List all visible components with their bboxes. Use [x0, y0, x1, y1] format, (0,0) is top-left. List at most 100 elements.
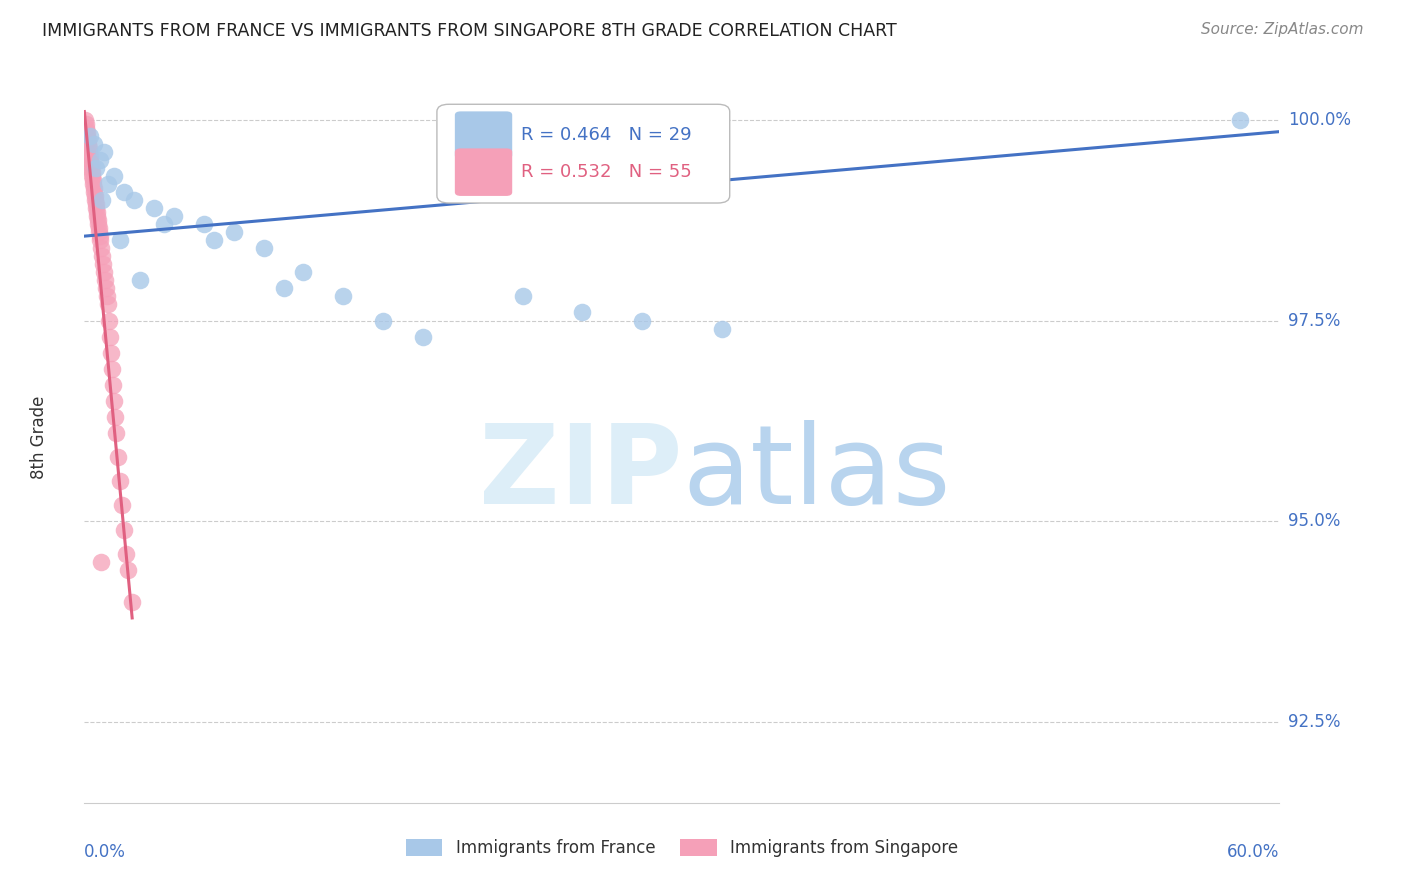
- Point: [103, 169, 125, 183]
- Point: [122, 193, 145, 207]
- Point: [110, 233, 132, 247]
- Point: [89, 233, 111, 247]
- Point: [82, 169, 104, 183]
- Point: [80, 161, 103, 175]
- Point: [87, 221, 110, 235]
- Point: [96, 289, 118, 303]
- Point: [77, 141, 100, 155]
- Point: [82, 177, 104, 191]
- Point: [75, 112, 97, 127]
- Point: [93, 145, 115, 159]
- Point: [98, 329, 121, 343]
- Point: [121, 595, 143, 609]
- Point: [82, 173, 104, 187]
- Point: [83, 136, 105, 151]
- Point: [91, 193, 114, 207]
- Point: [222, 225, 245, 239]
- Point: [86, 209, 108, 223]
- Point: [100, 345, 122, 359]
- Point: [75, 117, 97, 131]
- Text: R = 0.464   N = 29: R = 0.464 N = 29: [520, 126, 692, 145]
- Point: [97, 297, 120, 311]
- Point: [91, 249, 114, 263]
- Point: [253, 241, 276, 255]
- Point: [153, 217, 176, 231]
- Text: 8th Grade: 8th Grade: [30, 395, 48, 479]
- Text: IMMIGRANTS FROM FRANCE VS IMMIGRANTS FROM SINGAPORE 8TH GRADE CORRELATION CHART: IMMIGRANTS FROM FRANCE VS IMMIGRANTS FRO…: [42, 22, 897, 40]
- Point: [86, 205, 108, 219]
- Point: [101, 361, 124, 376]
- Point: [111, 499, 134, 513]
- Point: [91, 257, 114, 271]
- Point: [76, 128, 98, 143]
- Point: [89, 225, 111, 239]
- Point: [80, 157, 103, 171]
- Point: [96, 281, 118, 295]
- Point: [412, 329, 434, 343]
- Text: 0.0%: 0.0%: [84, 843, 127, 861]
- Point: [79, 145, 101, 159]
- Text: R = 0.532   N = 55: R = 0.532 N = 55: [520, 163, 692, 181]
- Point: [89, 153, 111, 167]
- Point: [83, 189, 105, 203]
- Point: [87, 217, 110, 231]
- Text: 95.0%: 95.0%: [1288, 513, 1340, 531]
- Point: [83, 185, 105, 199]
- Point: [87, 213, 110, 227]
- Point: [193, 217, 215, 231]
- Point: [84, 197, 107, 211]
- Point: [79, 153, 101, 167]
- Point: [86, 161, 108, 175]
- Text: 92.5%: 92.5%: [1288, 714, 1340, 731]
- Point: [98, 313, 121, 327]
- Point: [79, 128, 101, 143]
- Point: [631, 313, 654, 327]
- Point: [117, 563, 139, 577]
- Point: [75, 120, 97, 135]
- Point: [89, 229, 111, 244]
- Text: 100.0%: 100.0%: [1288, 111, 1351, 128]
- Point: [76, 125, 98, 139]
- Point: [107, 450, 129, 465]
- Point: [97, 177, 120, 191]
- Point: [94, 273, 117, 287]
- Point: [86, 201, 108, 215]
- Point: [77, 133, 100, 147]
- Point: [115, 547, 138, 561]
- Point: [373, 313, 395, 327]
- Point: [512, 289, 534, 303]
- Point: [80, 165, 103, 179]
- Point: [105, 425, 128, 440]
- Point: [90, 555, 112, 569]
- Point: [83, 181, 105, 195]
- Point: [110, 475, 132, 489]
- Point: [93, 265, 115, 279]
- Point: [710, 321, 733, 335]
- Point: [103, 393, 125, 408]
- Point: [90, 241, 112, 255]
- Point: [129, 273, 152, 287]
- Point: [84, 193, 107, 207]
- Point: [104, 409, 127, 424]
- Point: [202, 233, 225, 247]
- FancyBboxPatch shape: [456, 148, 512, 196]
- FancyBboxPatch shape: [437, 104, 730, 203]
- Point: [77, 136, 100, 151]
- Point: [143, 201, 166, 215]
- Text: 60.0%: 60.0%: [1227, 843, 1279, 861]
- Text: 97.5%: 97.5%: [1288, 311, 1340, 329]
- Legend: Immigrants from France, Immigrants from Singapore: Immigrants from France, Immigrants from …: [399, 832, 965, 864]
- Point: [163, 209, 186, 223]
- Point: [103, 377, 125, 392]
- Point: [292, 265, 315, 279]
- Point: [79, 149, 101, 163]
- FancyBboxPatch shape: [456, 112, 512, 159]
- Point: [332, 289, 354, 303]
- Point: [1229, 112, 1251, 127]
- Point: [571, 305, 593, 319]
- Point: [112, 185, 135, 199]
- Text: atlas: atlas: [682, 420, 950, 527]
- Point: [273, 281, 295, 295]
- Point: [112, 523, 135, 537]
- Text: Source: ZipAtlas.com: Source: ZipAtlas.com: [1201, 22, 1364, 37]
